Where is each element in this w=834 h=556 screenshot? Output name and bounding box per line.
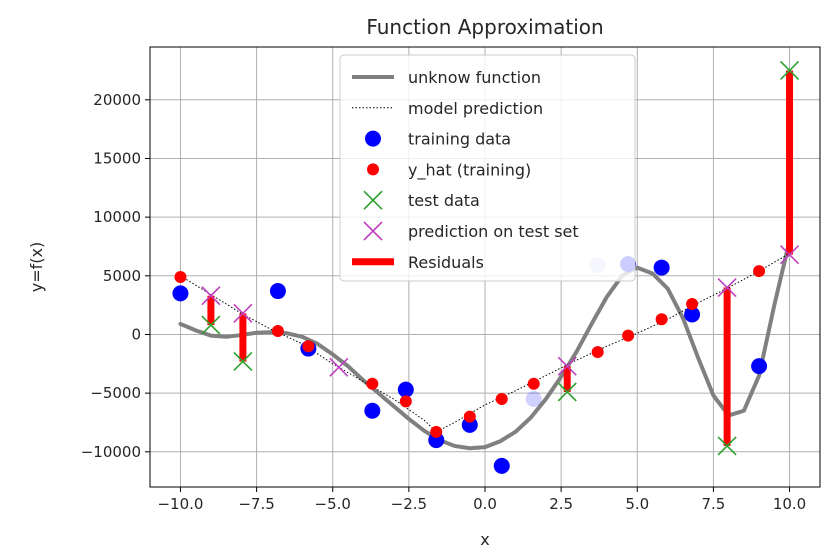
y-tick-label: 20000 <box>93 91 141 109</box>
y-hat-point <box>527 377 540 390</box>
legend-handle-x <box>363 190 383 210</box>
x-tick-label: −2.5 <box>391 495 427 513</box>
y-tick-label: 15000 <box>93 149 141 167</box>
x-tick-label: 7.5 <box>701 495 725 513</box>
model-prediction-line <box>180 253 790 433</box>
x-tick-label: 5.0 <box>625 495 649 513</box>
training-point <box>493 457 510 474</box>
y-tick-label: 0 <box>131 325 141 343</box>
legend-handle-marker <box>367 163 379 176</box>
training-point <box>653 259 670 276</box>
y-tick-label: 5000 <box>103 267 141 285</box>
training-point <box>364 402 381 419</box>
legend-label: prediction on test set <box>408 222 579 241</box>
y-hat-point <box>655 313 668 326</box>
legend-box <box>339 54 636 282</box>
y-hat-point <box>495 393 508 405</box>
training-point <box>525 391 542 407</box>
training-point <box>269 283 286 300</box>
x-tick-label: 2.5 <box>549 495 573 513</box>
training-point <box>397 381 414 398</box>
x-tick-label: 0.0 <box>473 495 497 513</box>
test-prediction-point <box>557 356 577 376</box>
series-1 <box>180 253 790 433</box>
plot-area <box>172 60 800 474</box>
legend-label: test data <box>408 191 480 210</box>
x-tick-label: −5.0 <box>315 495 351 513</box>
test-prediction-point <box>233 303 253 323</box>
legend-label: model prediction <box>408 99 543 118</box>
training-point <box>751 358 768 375</box>
training-point <box>684 306 701 323</box>
test-prediction-point <box>329 357 349 377</box>
y-tick-label: −5000 <box>90 384 141 402</box>
y-hat-point <box>686 297 699 310</box>
series-6 <box>207 70 794 446</box>
series-3 <box>174 265 766 438</box>
test-prediction-point <box>717 277 737 298</box>
series-5 <box>201 245 800 377</box>
y-tick-label: 10000 <box>93 208 141 226</box>
y-hat-point <box>302 340 315 353</box>
y-hat-point <box>463 410 476 423</box>
axis-ticks: −10.0 −7.5 −5.0 −2.5 0.0 2.5 5.0 7.5 10.0 −10000 −… <box>81 91 807 513</box>
x-tick-label: −10.0 <box>157 495 203 513</box>
y-axis-label: y=f(x) <box>27 242 46 292</box>
test-point <box>779 60 800 81</box>
x-axis-label: x <box>480 530 489 549</box>
y-hat-point <box>622 329 635 342</box>
y-tick-label: −10000 <box>81 443 141 461</box>
chart-title: Function Approximation <box>366 15 603 39</box>
test-prediction-point <box>201 286 221 306</box>
y-hat-point <box>366 377 379 390</box>
test-point <box>557 382 577 402</box>
legend-label: training data <box>408 130 511 149</box>
test-point <box>201 315 221 335</box>
legend-label: y_hat (training) <box>408 160 531 180</box>
y-hat-point <box>399 395 412 408</box>
legend-label: Residuals <box>408 253 484 272</box>
y-hat-point <box>753 265 766 278</box>
y-hat-point <box>271 324 284 337</box>
series-4 <box>201 60 800 456</box>
y-hat-point <box>591 346 604 359</box>
legend-handle-x <box>363 221 383 241</box>
test-point <box>717 436 737 456</box>
y-hat-point <box>174 270 187 283</box>
test-prediction-point <box>779 245 800 265</box>
legend-handle-marker <box>365 130 381 147</box>
y-hat-point <box>430 425 443 438</box>
x-tick-label: −7.5 <box>238 495 274 513</box>
training-point <box>172 285 189 302</box>
x-tick-label: 10.0 <box>773 495 806 513</box>
legend: unknow function model prediction training … <box>339 54 636 282</box>
test-point <box>233 351 253 372</box>
legend-label: unknow function <box>408 68 541 87</box>
